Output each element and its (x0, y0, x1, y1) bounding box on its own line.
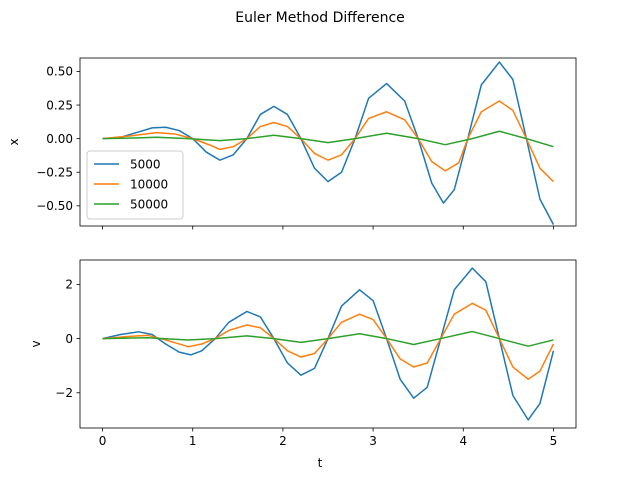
axes-frame (79, 259, 577, 429)
x-axis-label: t (318, 456, 323, 470)
series-line-10000 (102, 302, 555, 380)
legend-label: 10000 (130, 177, 168, 191)
y-tick-label: −0.50 (36, 199, 73, 213)
y-tick-label: −0.25 (36, 166, 73, 180)
x-tick-label: 5 (550, 434, 558, 448)
y-axis-label: x (7, 138, 21, 145)
x-tick-label: 2 (279, 434, 287, 448)
top-subplot-x: −0.50 −0.25 0.00 0.25 0.50 x 5000 10000 50000 (7, 57, 577, 230)
legend-box (86, 150, 184, 220)
bottom-subplot-v: 0 1 2 3 4 5 −2 0 2 v t (29, 259, 577, 470)
axes-frame (79, 57, 577, 227)
x-tick-label: 4 (459, 434, 467, 448)
legend-label: 5000 (130, 157, 161, 171)
legend-label: 50000 (130, 197, 168, 211)
y-tick-label: 0.25 (46, 98, 73, 112)
x-tick-label: 1 (189, 434, 197, 448)
y-tick-label: 2 (65, 278, 73, 292)
series-line-5000 (102, 61, 555, 226)
series-line-10000 (102, 100, 554, 183)
y-tick-label: −2 (55, 386, 73, 400)
y-tick-label: 0 (65, 332, 73, 346)
series-line-50000 (102, 330, 554, 347)
y-axis-label: v (29, 340, 43, 347)
x-tick-label: 0 (99, 434, 107, 448)
legend: 5000 10000 50000 (86, 150, 184, 220)
figure-title: Euler Method Difference (235, 10, 405, 26)
series-group (102, 267, 555, 421)
y-tick-label: 0.50 (46, 65, 73, 79)
series-group (102, 61, 555, 226)
y-tick-label: 0.00 (46, 132, 73, 146)
x-tick-label: 3 (369, 434, 377, 448)
series-line-50000 (102, 130, 554, 148)
